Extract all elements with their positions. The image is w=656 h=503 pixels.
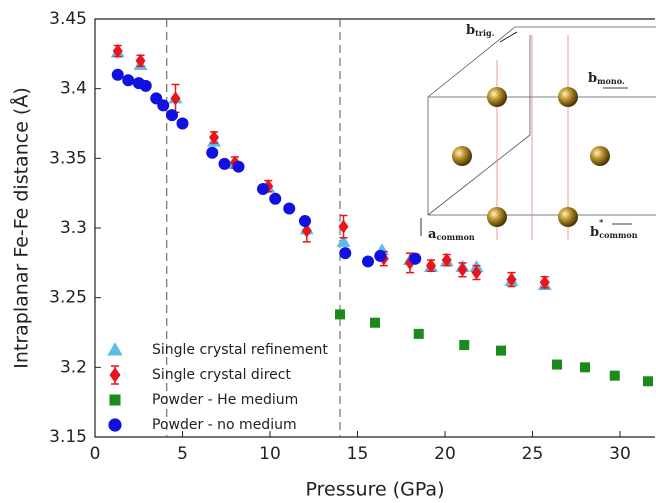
circle-point [139,79,152,92]
circle-point [232,160,245,173]
circle-point [257,182,269,195]
legend-marker [108,418,122,432]
square-point [609,370,620,381]
legend-marker [109,367,121,383]
x-tick-label: 0 [90,444,101,464]
diamond-point [539,275,550,290]
x-tick-label: 25 [522,444,544,464]
legend-label: Powder - He medium [152,392,298,408]
y-tick-label: 3.25 [49,288,87,308]
y-tick-label: 3.2 [60,357,87,377]
x-axis-label: Pressure (GPa) [306,479,445,501]
diamond-point [441,253,452,268]
diamond-point [170,91,181,106]
legend-marker [107,342,123,356]
circle-point [299,215,311,228]
y-axis-label: Intraplanar Fe-Fe distance (Å) [10,87,33,369]
inset-label: b* common [590,217,638,240]
legend-marker [109,394,121,406]
legend-label: Powder - no medium [152,417,297,433]
circle-point [166,109,178,122]
square-point [459,340,470,351]
diamond-point [457,262,468,277]
y-tick-label: 3.15 [49,427,87,447]
circle-point [111,68,124,81]
x-tick-label: 30 [609,444,631,464]
y-tick-label: 3.3 [60,218,87,238]
circle-point [339,247,352,260]
square-point [413,328,424,339]
circle-point [157,99,170,112]
diamond-point [112,44,123,59]
diamond-point [209,130,219,145]
square-point [580,362,590,373]
inset-label: acommon [428,227,475,243]
diamond-point [135,53,146,68]
circle-point [122,74,135,87]
diamond-point [506,272,517,287]
x-tick-label: 10 [259,444,281,464]
inset [420,26,656,240]
diamond-point [426,258,436,273]
circle-point [176,117,189,130]
square-point [370,317,380,328]
square-point [496,345,506,356]
square-point [643,376,653,387]
square-point [552,359,562,370]
circle-point [283,202,296,215]
triangle-point [336,234,351,247]
circle-point [374,249,387,262]
diamond-point [301,223,312,238]
circle-point [409,252,422,265]
y-tick-label: 3.35 [49,148,87,168]
circle-point [206,146,219,159]
diamond-point [471,265,482,280]
legend-label: Single crystal direct [152,367,291,383]
x-tick-label: 20 [434,444,456,464]
diamond-point [338,219,349,234]
y-tick-label: 3.4 [60,79,87,99]
inset-label: bmono. [588,71,625,87]
square-point [335,309,345,320]
circle-point [269,192,282,205]
legend-label: Single crystal refinement [152,342,328,358]
circle-point [218,157,231,170]
x-tick-label: 5 [177,444,188,464]
atoms [452,87,610,227]
inset-label: btrig. [466,23,495,39]
x-tick-label: 15 [347,444,369,464]
circle-point [362,255,374,268]
y-tick-label: 3.45 [49,9,87,29]
